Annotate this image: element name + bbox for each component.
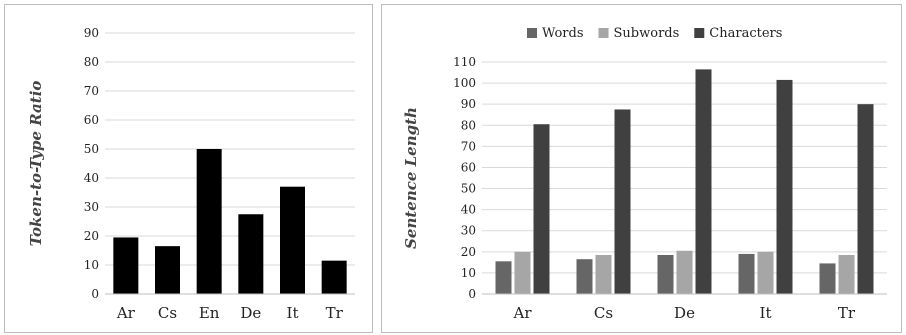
bar (614, 109, 631, 294)
y-tick-label: 70 (84, 84, 99, 98)
bar (514, 251, 531, 294)
legend-label: Characters (709, 26, 782, 41)
bar (738, 253, 755, 294)
bar (576, 259, 593, 294)
legend-label: Subwords (614, 26, 680, 41)
bar (776, 79, 793, 294)
y-tick-label: 80 (461, 118, 476, 132)
y-tick-label: 80 (84, 55, 99, 69)
bar (695, 69, 712, 294)
ttr-chart-panel: 0 10 20 30 40 50 60 70 80 90 Token-to-Type Ratio Ar… (4, 4, 373, 333)
y-tick-label: 50 (84, 142, 99, 156)
bar (280, 186, 305, 294)
sentence-length-chart: 0 10 20 30 40 50 60 70 80 90 100 110 Sentence Length… (402, 26, 887, 322)
y-tick-label: 110 (453, 55, 476, 69)
x-tick-label: Tr (326, 304, 344, 322)
y-tick-label: 0 (91, 287, 99, 301)
x-tick-label: Ar (512, 304, 532, 322)
x-tick-label: De (674, 304, 695, 322)
x-tick-label: Tr (838, 304, 856, 322)
y-tick-label: 100 (453, 76, 476, 90)
x-tick-label: Cs (158, 304, 177, 322)
bar (857, 104, 874, 294)
bar (321, 260, 347, 294)
bar (196, 149, 222, 294)
y-tick-label: 90 (461, 97, 476, 111)
bar (819, 263, 836, 294)
x-tick-label: Ar (116, 304, 136, 322)
y-tick-label: 40 (461, 203, 476, 217)
y-tick-label: 10 (461, 266, 476, 280)
bar (838, 254, 855, 294)
y-tick-label: 60 (84, 113, 99, 127)
bar (533, 124, 550, 294)
x-tick-label: En (199, 304, 220, 322)
y-tick-label: 90 (84, 26, 99, 40)
y-tick-label: 0 (468, 287, 476, 301)
y-tick-label: 20 (461, 245, 476, 259)
y-axis-label: Token-to-Type Ratio (27, 81, 45, 247)
y-tick-label: 10 (84, 258, 99, 272)
x-tick-label: It (287, 304, 299, 322)
y-tick-label: 20 (84, 229, 99, 243)
bar (595, 254, 612, 294)
x-tick-label: De (240, 304, 261, 322)
y-tick-label: 40 (84, 171, 99, 185)
bar (657, 254, 674, 294)
x-tick-label: It (760, 304, 772, 322)
bar (757, 251, 774, 294)
bar (155, 246, 180, 294)
y-tick-label: 60 (461, 160, 476, 174)
y-tick-label: 30 (461, 224, 476, 238)
bar (676, 250, 693, 294)
y-axis-label: Sentence Length (402, 107, 420, 249)
legend-swatch (598, 28, 609, 38)
legend-swatch (694, 28, 705, 38)
x-tick-label: Cs (594, 304, 613, 322)
bar (495, 261, 512, 294)
y-tick-label: 50 (461, 182, 476, 196)
legend-swatch (527, 28, 537, 38)
ttr-chart: 0 10 20 30 40 50 60 70 80 90 Token-to-Type Ratio Ar… (27, 26, 355, 322)
legend-label: Words (542, 26, 584, 41)
y-tick-label: 70 (461, 139, 476, 153)
bar (113, 237, 139, 294)
y-tick-label: 30 (84, 200, 99, 214)
bar (238, 214, 264, 294)
sentence-length-chart-panel: 0 10 20 30 40 50 60 70 80 90 100 110 Sentence Length… (381, 4, 902, 333)
